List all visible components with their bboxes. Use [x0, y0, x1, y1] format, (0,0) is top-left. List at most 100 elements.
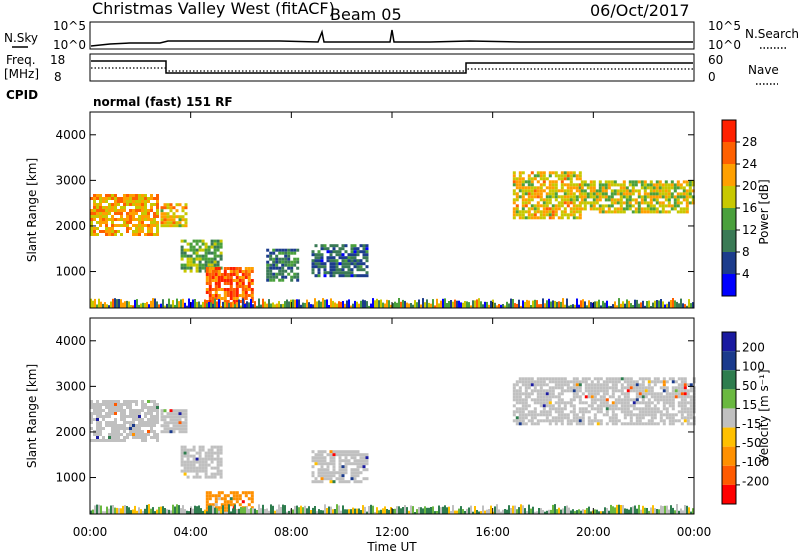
velocity-cell — [216, 448, 220, 452]
power-cell — [156, 224, 159, 227]
power-cell — [219, 257, 223, 261]
velocity-cell — [662, 389, 666, 393]
velocity-cell — [629, 380, 633, 384]
power-cell — [329, 253, 333, 257]
power-cell — [96, 194, 99, 197]
power-cell — [247, 276, 251, 279]
power-ground-cell — [544, 303, 546, 308]
power-ground-cell — [308, 302, 310, 308]
velocity-cell — [153, 430, 156, 433]
velocity-cell — [527, 413, 531, 417]
velocity-cell — [344, 471, 348, 475]
velocity-ground-cell — [406, 507, 408, 514]
velocity-cell — [560, 392, 564, 396]
power-cell — [323, 268, 327, 272]
power-ground-cell — [460, 302, 462, 308]
power-ground-cell — [334, 302, 336, 308]
power-ground-cell — [170, 304, 172, 308]
velocity-cell — [223, 509, 227, 513]
power-cell — [326, 247, 330, 251]
power-cell — [232, 300, 236, 303]
power-cell — [102, 197, 105, 200]
power-cell — [144, 233, 147, 236]
velocity-cell — [184, 409, 188, 413]
velocity-cell — [204, 454, 208, 458]
velocity-cell — [548, 407, 552, 411]
velocity-ground-cell — [354, 508, 356, 514]
velocity-ground-cell — [620, 505, 622, 514]
velocity-cell — [314, 462, 318, 466]
power-cell — [350, 274, 354, 278]
power-cell — [219, 254, 223, 258]
velocity-cell — [686, 419, 690, 423]
velocity-ground-cell — [440, 507, 442, 514]
velocity-cell — [572, 386, 576, 390]
velocity-cell — [608, 419, 612, 423]
power-cell — [223, 282, 227, 285]
velocity-cell — [602, 383, 606, 387]
power-cell — [338, 256, 342, 260]
power-cell — [320, 265, 324, 269]
velocity-cell — [156, 421, 159, 424]
power-cell — [141, 227, 144, 230]
power-ground-cell — [182, 298, 184, 308]
power-cell — [287, 263, 291, 267]
velocity-cell — [117, 430, 120, 433]
power-cell — [613, 192, 617, 196]
power-ground-cell — [338, 301, 340, 308]
velocity-cell — [123, 415, 126, 418]
power-cell — [153, 212, 156, 215]
power-cell — [320, 262, 324, 266]
power-cell — [266, 260, 270, 264]
power-cell — [338, 253, 342, 257]
velocity-cell — [359, 465, 363, 469]
velocity-cell — [166, 412, 170, 416]
velocity-cell — [320, 477, 324, 481]
power-ground-cell — [426, 299, 428, 308]
power-ground-cell — [510, 298, 512, 308]
power-colorbar-label: Power [dB] — [757, 179, 771, 244]
power-cell — [105, 212, 108, 215]
velocity-cell — [575, 386, 579, 390]
power-cell — [619, 189, 623, 193]
velocity-cell — [163, 430, 167, 434]
velocity-cell — [584, 380, 588, 384]
power-cell — [293, 263, 297, 267]
velocity-cell — [626, 422, 630, 426]
power-cell — [634, 210, 638, 214]
power-cell — [580, 189, 584, 193]
velocity-ground-cell — [192, 508, 194, 514]
velocity-ground-cell — [246, 506, 248, 514]
velocity-region-1 — [160, 409, 188, 434]
velocity-cell — [314, 459, 318, 463]
power-cell — [521, 183, 525, 187]
power-ground-cell — [476, 299, 478, 308]
velocity-cell — [195, 475, 199, 479]
velocity-cell — [216, 454, 220, 458]
power-cell — [266, 275, 270, 279]
velocity-ground-cell — [284, 505, 286, 514]
velocity-cell — [178, 409, 182, 413]
velocity-cell — [141, 418, 144, 421]
power-cell — [583, 192, 587, 196]
power-ground-cell — [608, 305, 610, 308]
power-cell — [515, 177, 519, 181]
power-cell — [153, 233, 156, 236]
power-cell — [652, 186, 656, 190]
power-cell — [156, 194, 159, 197]
power-cell — [235, 282, 239, 285]
velocity-ground-cell — [204, 509, 206, 514]
power-colorbar-swatch — [722, 164, 736, 186]
velocity-ground-cell — [360, 510, 362, 514]
velocity-cell — [141, 409, 144, 412]
velocity-cell — [332, 453, 336, 457]
power-cell — [332, 271, 336, 275]
velocity-cell — [533, 380, 537, 384]
velocity-cell — [683, 389, 687, 393]
power-cell — [278, 248, 282, 252]
velocity-ground-cell — [566, 505, 568, 514]
velocity-ground-cell — [142, 510, 144, 514]
velocity-cell — [96, 418, 99, 421]
power-cell — [631, 180, 635, 184]
power-cell — [539, 198, 543, 202]
